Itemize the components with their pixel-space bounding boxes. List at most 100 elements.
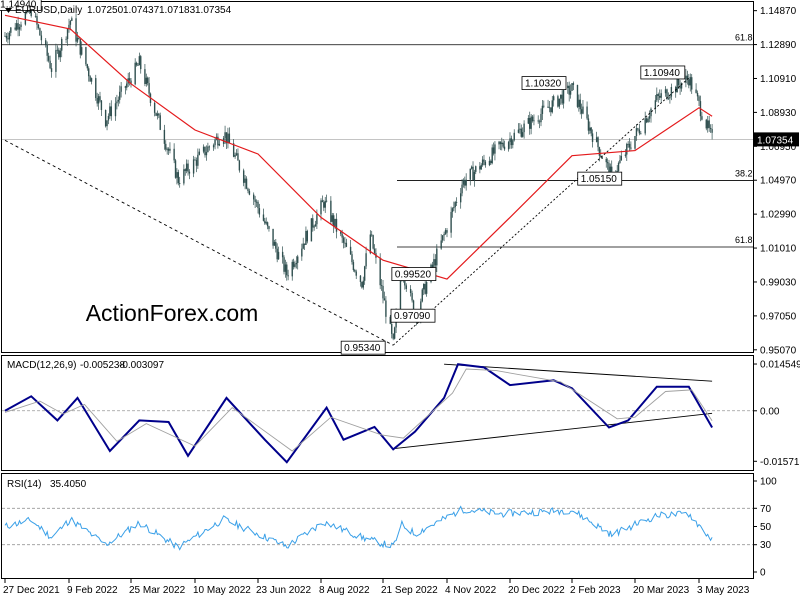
candle-2022-01-26 [47, 52, 50, 63]
candle-body [648, 116, 651, 119]
candle-body [635, 128, 638, 137]
candle-body [483, 159, 485, 162]
candle-2022-07-19 [292, 258, 295, 270]
price-tick-label-1-12890: 1.12890 [760, 40, 797, 51]
candle-body [567, 85, 569, 89]
candle-body [630, 147, 632, 149]
rsi-value: 35.4050 [50, 479, 87, 490]
candle-2022-03-14 [114, 97, 117, 121]
candle-2023-04-28 [691, 74, 693, 94]
candle-2022-08-09 [321, 195, 324, 203]
candle-body [533, 120, 535, 122]
candle-2022-12-29 [521, 127, 524, 138]
symbol-label: EURUSD,Daily [15, 5, 82, 16]
candle-2023-02-28 [606, 158, 609, 170]
candle-2022-07-04 [272, 228, 274, 249]
candle-2022-07-12 [283, 255, 285, 275]
candle-body [245, 178, 248, 189]
candle-body [50, 68, 53, 72]
candle-body [451, 208, 454, 212]
candle-2022-08-17 [332, 213, 335, 234]
candle-2022-04-25 [173, 143, 175, 164]
candle-body [540, 113, 542, 123]
candle-body [513, 132, 515, 141]
candle-2023-04-07 [660, 89, 662, 103]
candle-2022-12-27 [519, 122, 521, 134]
candle-body [424, 283, 426, 294]
candle-body [265, 222, 267, 224]
candle-body [197, 154, 199, 166]
candle-body [257, 201, 259, 209]
candle-body [389, 316, 391, 324]
candle-body [40, 35, 43, 41]
candle-body [579, 99, 581, 110]
candle-body [176, 172, 178, 178]
candle-body [65, 38, 67, 40]
candle-2022-09-22 [383, 291, 386, 301]
macd-panel [2, 363, 753, 464]
candle-body [169, 148, 171, 151]
candle-body [116, 101, 118, 104]
candle-2022-03-28 [134, 58, 136, 86]
candle-body [608, 163, 610, 178]
candle-2023-05-01 [695, 83, 697, 94]
candle-2022-06-17 [248, 188, 251, 196]
candle-body [617, 162, 620, 172]
macd-line [4, 363, 713, 464]
candle-2022-06-01 [225, 132, 228, 149]
candle-2022-02-25 [90, 77, 93, 85]
candle-2023-01-20 [552, 94, 555, 107]
candle-2022-06-07 [234, 152, 236, 159]
candle-2023-05-10 [708, 115, 710, 132]
candle-2022-03-25 [130, 78, 132, 88]
candle-body [601, 156, 603, 159]
candle-body [455, 202, 458, 203]
candle-2022-05-13 [198, 148, 200, 156]
candle-body [421, 289, 423, 302]
candle-2022-09-06 [361, 281, 363, 289]
candle-body [510, 138, 513, 146]
candle-body [580, 109, 583, 114]
date-tick-label-9-feb-2022: 9 Feb 2022 [67, 585, 118, 596]
candle-2022-02-21 [85, 46, 87, 67]
candle-2022-01-07 [20, 21, 22, 31]
candle-2022-06-22 [255, 199, 258, 207]
candle-body [392, 333, 394, 339]
candle-body [119, 91, 121, 100]
candle-2022-12-12 [498, 140, 500, 150]
candle-body [711, 129, 713, 133]
candle-body [490, 160, 492, 164]
candle-2022-12-22 [512, 139, 514, 149]
candle-body [262, 214, 265, 221]
candle-body [469, 168, 471, 180]
price-label-1-10320: 1.10320 [521, 76, 567, 90]
date-tick-label-3-may-2023: 3 May 2023 [697, 585, 750, 596]
candle-body [443, 233, 445, 236]
date-tick-label-27-dec-2021: 27 Dec 2021 [3, 585, 60, 596]
candle-body [552, 96, 555, 101]
candle-2023-01-23 [557, 94, 559, 108]
candle-2023-05-12 [711, 124, 713, 140]
candle-2022-12-05 [488, 156, 491, 167]
candle-body [254, 199, 256, 202]
candle-2022-10-07 [405, 283, 407, 292]
candle-body [88, 68, 90, 77]
candle-2023-04-24 [685, 69, 687, 88]
candle-body [361, 281, 363, 288]
candle-body [379, 257, 381, 286]
candle-body [425, 281, 428, 294]
candle-body [501, 142, 503, 145]
candle-body [335, 218, 338, 232]
candle-body [488, 160, 491, 166]
macd-trendline-2 [393, 412, 713, 450]
candle-2022-07-26 [302, 237, 304, 250]
candle-body [634, 136, 636, 149]
candle-2022-11-01 [441, 235, 444, 243]
rsi-header: RSI(14) 35.4050 [7, 479, 87, 490]
candle-body [627, 143, 629, 145]
candle-body [303, 243, 306, 245]
candle-body [492, 147, 495, 154]
candle-body [433, 259, 435, 268]
date-tick-label-8-aug-2022: 8 Aug 2022 [319, 585, 370, 596]
candle-body [352, 262, 355, 271]
